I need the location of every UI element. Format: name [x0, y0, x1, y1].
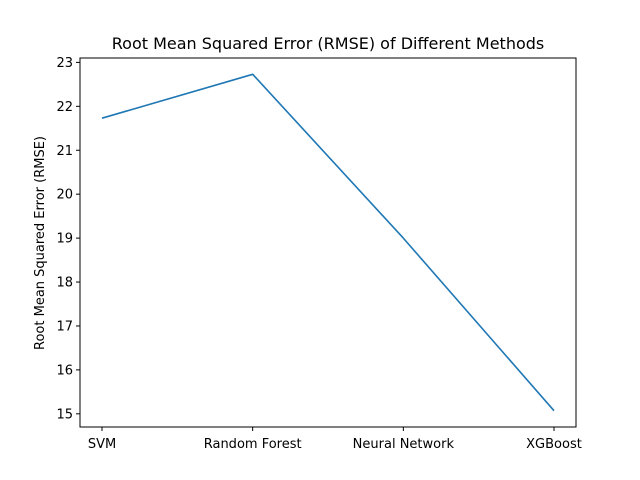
y-tick-label: 18	[56, 276, 73, 291]
y-tick-label: 20	[56, 188, 73, 203]
x-tick-label: Neural Network	[353, 437, 455, 452]
series-line	[101, 73, 555, 412]
chart-title: Root Mean Squared Error (RMSE) of Differ…	[112, 34, 544, 53]
y-tick-label: 22	[56, 100, 73, 115]
y-axis-label: Root Mean Squared Error (RMSE)	[33, 136, 48, 350]
y-tick-label: 15	[56, 407, 73, 422]
plot-frame	[79, 57, 577, 428]
y-tick-label: 16	[56, 363, 73, 378]
y-tick-label: 21	[56, 144, 73, 159]
x-tick-label: SVM	[88, 437, 116, 452]
x-tick-label: Random Forest	[204, 437, 302, 452]
plot-area: 15 16 17 18 19 20 21 22 23 SVM Random Forest Neural…	[56, 56, 581, 452]
y-tick-label: 17	[56, 319, 73, 334]
y-tick-label: 19	[56, 232, 73, 247]
x-tick-label: XGBoost	[526, 437, 582, 452]
y-tick-label: 23	[56, 56, 73, 71]
